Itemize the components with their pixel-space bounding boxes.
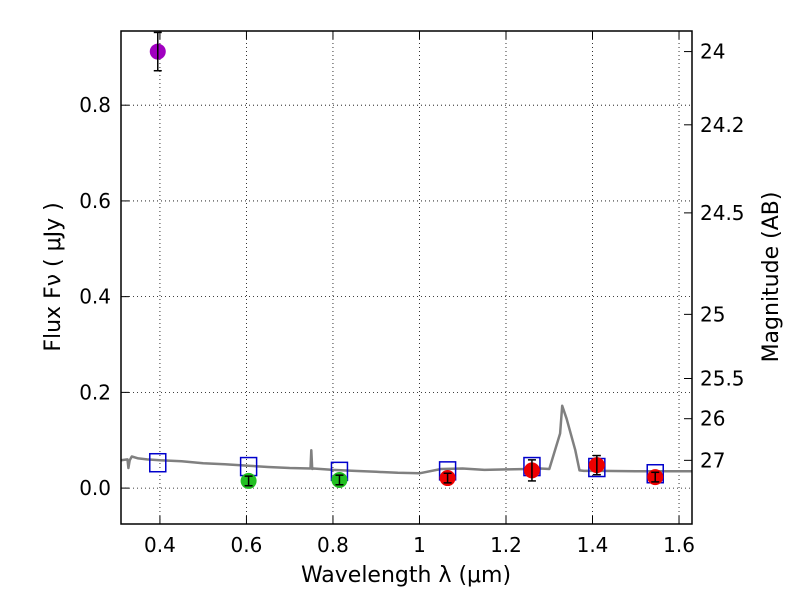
y-tick-label: 0.0 (79, 476, 111, 500)
y2-axis-label: Magnitude (AB) (759, 192, 784, 363)
x-tick-label: 1.2 (490, 533, 522, 557)
axis-ticks: 0.4 0.6 0.8 1 1.2 1.4 1.6 0.0 0.2 0.4 0.6 0.8 24 24.2… (79, 31, 745, 557)
y-axis-label: Flux Fν ( μJy ) (41, 202, 66, 351)
x-axis-label: Wavelength λ (μm) (301, 563, 511, 588)
y-tick-label: 0.2 (79, 380, 111, 404)
model-photometry-box (149, 452, 167, 473)
grid (121, 31, 692, 524)
x-tick-label: 0.4 (144, 533, 176, 557)
axes-frame (120, 30, 693, 525)
y-tick-label: 0.6 (79, 189, 111, 213)
y2-tick-label: 24.5 (700, 201, 745, 225)
x-tick-label: 1.4 (577, 533, 609, 557)
x-tick-label: 0.6 (231, 533, 263, 557)
plot-area (120, 31, 692, 489)
y2-tick-label: 27 (700, 448, 725, 472)
y2-tick-label: 25.5 (700, 366, 745, 390)
x-tick-label: 1.6 (663, 533, 695, 557)
y2-tick-label: 24.2 (700, 113, 745, 137)
model-sed-line (120, 404, 692, 475)
x-tick-label: 1 (413, 533, 426, 557)
y2-tick-label: 25 (700, 302, 725, 326)
y2-tick-label: 24 (700, 40, 725, 64)
y-tick-label: 0.4 (79, 285, 111, 309)
y-tick-label: 0.8 (79, 93, 111, 117)
y2-tick-label: 26 (700, 407, 725, 431)
x-tick-label: 0.8 (317, 533, 349, 557)
